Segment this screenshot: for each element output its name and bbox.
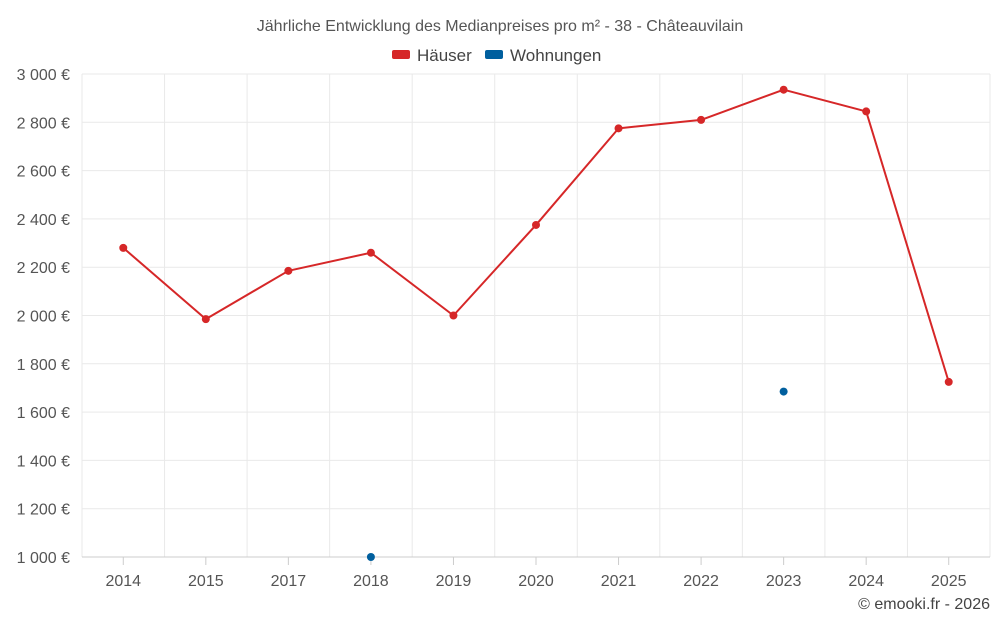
data-point[interactable] (862, 107, 871, 116)
data-point[interactable] (614, 124, 623, 133)
grid (81, 73, 991, 558)
x-tick-label: 2017 (271, 573, 307, 590)
data-point[interactable] (284, 266, 293, 275)
x-tick-label: 2018 (353, 573, 389, 590)
y-tick-label: 2 600 € (17, 164, 70, 181)
y-tick-label: 1 800 € (17, 357, 70, 374)
legend: Häuser Wohnungen (392, 46, 601, 65)
x-tick-label: 2014 (105, 573, 141, 590)
data-point[interactable] (532, 220, 540, 229)
y-tick-label: 1 600 € (17, 405, 70, 422)
legend-swatch-haeuser[interactable] (392, 50, 410, 59)
legend-label-haeuser[interactable]: Häuser (417, 46, 472, 65)
x-tick-label: 2019 (436, 573, 472, 590)
y-tick-label: 2 800 € (17, 115, 70, 132)
data-point[interactable] (779, 85, 788, 94)
y-tick-label: 2 200 € (17, 260, 70, 277)
chart-title: Jährliche Entwicklung des Medianpreises … (257, 18, 743, 35)
axes (82, 556, 990, 565)
y-tick-label: 2 000 € (17, 309, 70, 326)
data-point[interactable] (119, 243, 128, 252)
legend-swatch-wohnungen[interactable] (485, 50, 503, 59)
x-tick-label: 2023 (766, 573, 802, 590)
data-point[interactable] (697, 115, 706, 124)
data-point[interactable] (779, 387, 788, 396)
y-tick-label: 1 200 € (17, 502, 70, 519)
data-point[interactable] (449, 311, 458, 320)
legend-label-wohnungen[interactable]: Wohnungen (510, 46, 601, 65)
x-tick-label: 2025 (931, 573, 967, 590)
x-axis-ticks: 2014 2015 2017 2018 2019 2020 2021 2022 2023 2024… (105, 573, 966, 590)
data-point[interactable] (366, 248, 375, 257)
series (119, 85, 953, 561)
y-tick-label: 1 000 € (17, 550, 70, 567)
x-tick-label: 2024 (848, 573, 884, 590)
y-tick-label: 1 400 € (17, 453, 70, 470)
credit-label: © emooki.fr - 2026 (858, 596, 990, 613)
y-tick-label: 3 000 € (17, 67, 70, 84)
y-tick-label: 2 400 € (17, 212, 70, 229)
data-point[interactable] (201, 315, 210, 324)
data-point[interactable] (366, 553, 375, 561)
x-tick-label: 2022 (683, 573, 719, 590)
data-point[interactable] (944, 377, 953, 386)
x-tick-label: 2021 (601, 573, 637, 590)
y-axis-ticks: 1 000 € 1 200 € 1 400 € 1 600 € 1 800 € 2 000… (17, 67, 70, 567)
x-tick-label: 2015 (188, 573, 224, 590)
x-tick-label: 2020 (518, 573, 554, 590)
